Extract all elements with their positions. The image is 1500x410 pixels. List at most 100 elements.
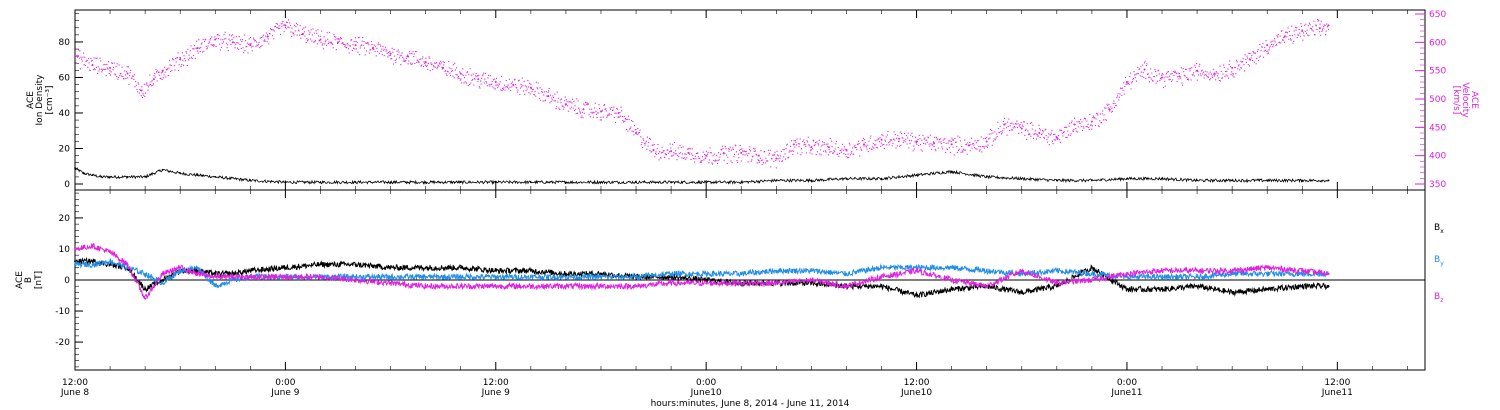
velocity-sample bbox=[305, 26, 307, 28]
velocity-point bbox=[1003, 123, 1006, 126]
velocity-sample bbox=[719, 156, 721, 158]
velocity-sample bbox=[823, 150, 825, 152]
velocity-sample bbox=[316, 32, 318, 34]
velocity-sample bbox=[1210, 73, 1212, 75]
velocity-sample bbox=[460, 78, 462, 80]
velocity-sample bbox=[1232, 73, 1234, 75]
velocity-sample bbox=[777, 158, 779, 160]
velocity-sample bbox=[171, 69, 173, 71]
bottom-left-tick-label: -20 bbox=[55, 338, 70, 348]
velocity-sample bbox=[647, 145, 649, 147]
velocity-sample bbox=[453, 77, 455, 79]
velocity-sample bbox=[357, 37, 359, 39]
field-bz-point bbox=[564, 285, 567, 288]
velocity-sample bbox=[665, 154, 667, 156]
top-left-tick-label: 40 bbox=[59, 109, 71, 119]
velocity-sample bbox=[256, 44, 258, 46]
velocity-sample bbox=[774, 151, 776, 153]
velocity-sample bbox=[889, 141, 891, 143]
velocity-sample bbox=[396, 50, 398, 52]
velocity-sample bbox=[883, 144, 885, 146]
ion-density-point bbox=[775, 179, 778, 182]
velocity-sample bbox=[1296, 27, 1298, 29]
velocity-sample bbox=[160, 77, 162, 79]
velocity-sample bbox=[261, 44, 263, 46]
velocity-sample bbox=[1075, 130, 1077, 132]
velocity-sample bbox=[1292, 42, 1294, 44]
velocity-point bbox=[140, 89, 143, 92]
velocity-point bbox=[775, 157, 778, 160]
field-bx-point bbox=[810, 282, 813, 285]
velocity-sample bbox=[624, 120, 626, 122]
velocity-sample bbox=[1035, 133, 1037, 135]
velocity-sample bbox=[99, 57, 101, 59]
velocity-sample bbox=[1163, 77, 1165, 79]
velocity-sample bbox=[1097, 125, 1099, 127]
velocity-sample bbox=[972, 142, 974, 144]
velocity-sample bbox=[264, 39, 266, 41]
velocity-sample bbox=[583, 103, 585, 105]
velocity-sample bbox=[839, 150, 841, 152]
velocity-sample bbox=[297, 29, 299, 31]
velocity-sample bbox=[999, 125, 1001, 127]
velocity-sample bbox=[1302, 39, 1304, 41]
velocity-sample bbox=[227, 50, 229, 52]
velocity-sample bbox=[446, 74, 448, 76]
velocity-sample bbox=[801, 152, 803, 154]
velocity-sample bbox=[314, 41, 316, 43]
velocity-sample bbox=[703, 159, 705, 161]
velocity-sample bbox=[1228, 63, 1230, 65]
velocity-sample bbox=[650, 138, 652, 140]
velocity-sample bbox=[367, 42, 369, 44]
velocity-sample bbox=[1148, 81, 1150, 83]
velocity-sample bbox=[1181, 82, 1183, 84]
velocity-sample bbox=[405, 57, 407, 59]
velocity-sample bbox=[488, 74, 490, 76]
velocity-sample bbox=[982, 146, 984, 148]
velocity-sample bbox=[1080, 119, 1082, 121]
velocity-sample bbox=[357, 51, 359, 53]
velocity-sample bbox=[1136, 73, 1138, 75]
velocity-sample bbox=[129, 75, 131, 77]
velocity-sample bbox=[588, 103, 590, 105]
velocity-sample bbox=[1291, 25, 1293, 27]
velocity-sample bbox=[144, 95, 146, 97]
velocity-sample bbox=[135, 84, 137, 86]
velocity-sample bbox=[604, 108, 606, 110]
velocity-sample bbox=[694, 155, 696, 157]
velocity-point bbox=[1020, 127, 1023, 130]
velocity-sample bbox=[79, 50, 81, 52]
velocity-sample bbox=[368, 52, 370, 54]
velocity-sample bbox=[1239, 69, 1241, 71]
velocity-sample bbox=[572, 98, 574, 100]
velocity-sample bbox=[659, 151, 661, 153]
velocity-sample bbox=[730, 160, 732, 162]
velocity-sample bbox=[649, 150, 651, 152]
velocity-sample bbox=[1175, 71, 1177, 73]
field-by-point bbox=[1161, 275, 1164, 278]
velocity-sample bbox=[866, 148, 868, 150]
velocity-sample bbox=[459, 79, 461, 81]
velocity-sample bbox=[81, 58, 83, 60]
velocity-sample bbox=[1236, 61, 1238, 63]
velocity-sample bbox=[1029, 133, 1031, 135]
ion-density-point bbox=[1301, 179, 1304, 182]
velocity-sample bbox=[394, 55, 396, 57]
velocity-sample bbox=[934, 148, 936, 150]
velocity-sample bbox=[989, 137, 991, 139]
velocity-sample bbox=[795, 141, 797, 143]
velocity-sample bbox=[1011, 122, 1013, 124]
velocity-sample bbox=[771, 158, 773, 160]
velocity-sample bbox=[560, 102, 562, 104]
velocity-sample bbox=[449, 74, 451, 76]
velocity-sample bbox=[1225, 71, 1227, 73]
velocity-sample bbox=[1269, 45, 1271, 47]
velocity-sample bbox=[567, 110, 569, 112]
velocity-sample bbox=[193, 48, 195, 50]
velocity-sample bbox=[594, 102, 596, 104]
velocity-sample bbox=[501, 90, 503, 92]
x-axis-title: hours:minutes, June 8, 2014 - June 11, 2… bbox=[651, 399, 850, 409]
velocity-sample bbox=[434, 66, 436, 68]
velocity-sample bbox=[648, 141, 650, 143]
